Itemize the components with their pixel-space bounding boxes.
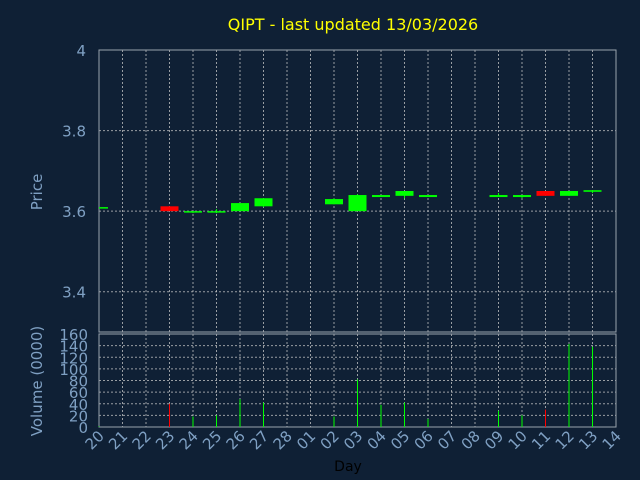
candle-body <box>348 195 367 212</box>
x-tick-label: 06 <box>411 427 437 453</box>
price-y-tick-label: 3.8 <box>62 123 86 141</box>
x-tick-label: 25 <box>199 427 225 453</box>
x-tick-label: 03 <box>340 427 366 453</box>
volume-y-tick-label: 160 <box>59 326 88 344</box>
candle <box>207 209 226 214</box>
candle-body <box>583 190 602 192</box>
volume-y-tick-label: 80 <box>69 373 88 391</box>
price-panel: 4 3.8 3.6 3.4 Price <box>28 42 617 333</box>
price-y-tick-label: 3.6 <box>62 203 86 221</box>
x-axis-label: Day <box>334 459 362 475</box>
candle-body <box>419 195 437 198</box>
candle-body <box>489 195 508 198</box>
candle-body <box>254 198 273 207</box>
x-tick-label: 11 <box>528 427 554 453</box>
volume-y-tick-label: 140 <box>59 338 88 356</box>
x-tick-label: 02 <box>317 427 343 453</box>
volume-y-tick-label: 60 <box>69 384 88 402</box>
candle <box>372 195 390 198</box>
candle <box>489 193 508 198</box>
x-tick-label: 07 <box>434 427 460 453</box>
x-tick-label: 01 <box>293 427 319 453</box>
candle <box>536 191 555 196</box>
x-axis-ticks: 2021222324252627280102030405060708091011… <box>82 427 625 453</box>
candle-body <box>184 211 202 213</box>
x-tick-label: 24 <box>176 427 202 453</box>
candle <box>99 207 108 209</box>
volume-bars <box>98 343 593 427</box>
price-y-tick-label: 3.4 <box>62 284 86 302</box>
candle-body <box>160 206 179 212</box>
x-tick-label: 09 <box>481 427 507 453</box>
volume-y-tick-label: 0 <box>78 419 88 437</box>
candle <box>160 206 179 212</box>
candle <box>231 203 249 212</box>
candle <box>419 195 437 198</box>
candle <box>325 198 343 205</box>
price-y-tick-label: 4 <box>76 42 86 60</box>
candle-body <box>231 203 249 212</box>
candle <box>583 190 602 194</box>
volume-y-axis-label: Volume (0000) <box>28 326 46 436</box>
candle <box>254 198 273 208</box>
x-tick-label: 26 <box>223 427 249 453</box>
price-y-axis-label: Price <box>28 174 46 211</box>
candle-body <box>395 191 414 196</box>
x-tick-label: 21 <box>105 427 131 453</box>
price-plot-frame <box>98 49 617 333</box>
candle-body <box>207 211 226 213</box>
x-tick-label: 22 <box>129 427 155 453</box>
candle <box>184 211 202 214</box>
volume-y-tick-label: 40 <box>69 396 88 414</box>
chart-title: QIPT - last updated 13/03/2026 <box>228 15 478 34</box>
candle-body <box>99 207 108 209</box>
candle-body <box>560 191 578 196</box>
candle-body <box>372 195 390 198</box>
volume-y-tick-label: 100 <box>59 361 88 379</box>
price-y-ticks: 4 3.8 3.6 3.4 <box>62 42 86 302</box>
candle <box>395 191 414 199</box>
volume-y-tick-label: 120 <box>59 349 88 367</box>
candle-body <box>325 199 343 205</box>
candle <box>513 195 531 199</box>
candle-body <box>513 195 531 198</box>
candle <box>348 194 367 212</box>
x-tick-label: 27 <box>246 427 272 453</box>
x-tick-label: 13 <box>575 427 601 453</box>
x-tick-label: 04 <box>364 427 390 453</box>
x-tick-label: 14 <box>599 427 625 453</box>
x-tick-label: 23 <box>152 427 178 453</box>
candle <box>560 191 578 196</box>
x-tick-label: 08 <box>458 427 484 453</box>
volume-y-tick-label: 20 <box>69 407 88 425</box>
x-tick-label: 12 <box>552 427 578 453</box>
x-tick-label: 05 <box>387 427 413 453</box>
candles <box>99 190 602 214</box>
candle-body <box>536 191 555 196</box>
x-tick-label: 28 <box>270 427 296 453</box>
x-tick-label: 10 <box>505 427 531 453</box>
